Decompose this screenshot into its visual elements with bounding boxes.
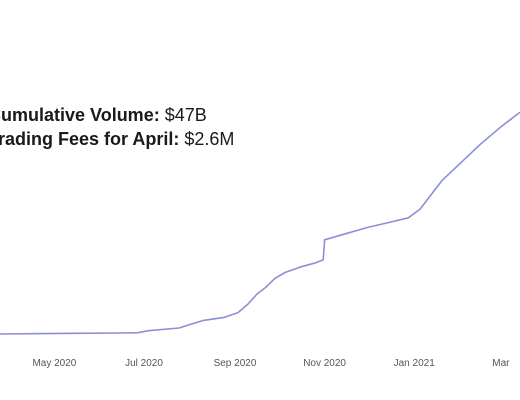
x-tick-label: Jul 2020 xyxy=(125,358,163,369)
series-line-0 xyxy=(0,111,520,335)
x-tick-label: Mar xyxy=(492,358,510,369)
trading-fees-label: Trading Fees for April: xyxy=(0,129,180,149)
trading-fees-value: $2.6M xyxy=(184,129,235,149)
trading-fees-stat: Trading Fees for April: $2.6M xyxy=(0,128,234,150)
cumulative-volume-stat: Cumulative Volume: $47B xyxy=(0,104,207,126)
x-tick-label: Sep 2020 xyxy=(214,358,257,369)
x-tick-label: May 2020 xyxy=(32,358,76,369)
cumulative-volume-label: Cumulative Volume: xyxy=(0,105,160,125)
x-tick-label: Nov 2020 xyxy=(303,358,346,369)
cumulative-volume-value: $47B xyxy=(164,105,207,125)
x-tick-label: Jan 2021 xyxy=(394,358,436,369)
